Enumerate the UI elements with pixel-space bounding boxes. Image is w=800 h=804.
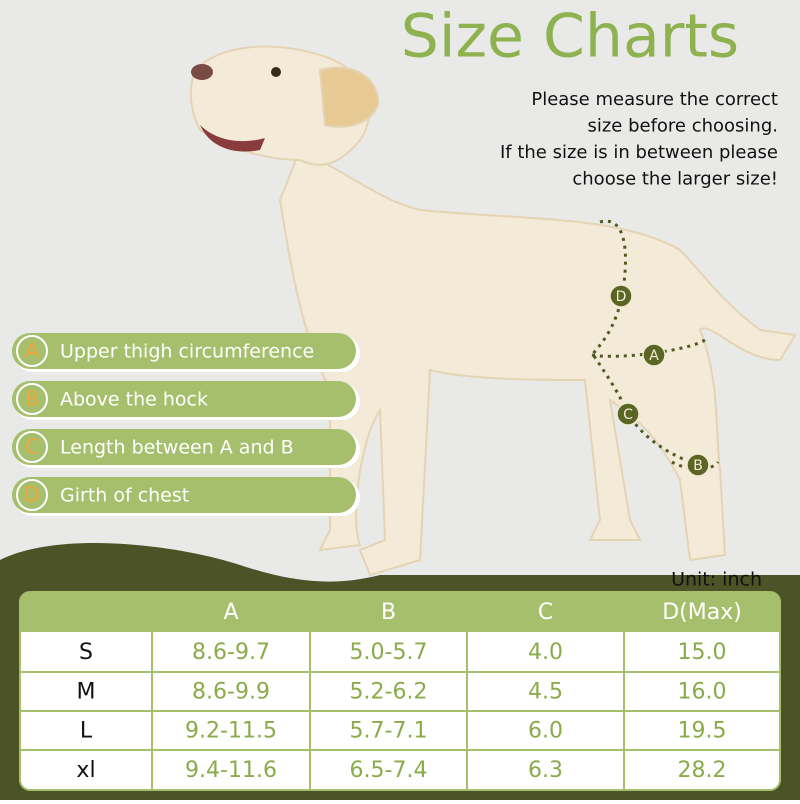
legend-pill (12, 333, 356, 369)
legend-badge (16, 383, 48, 415)
size-label: xl (76, 758, 95, 783)
table-cell: 15.0 (678, 640, 727, 665)
table-cell: 4.5 (528, 680, 563, 705)
title: Size Charts (401, 2, 739, 72)
legend-letter: A (25, 339, 39, 363)
table-cell: 19.5 (678, 719, 727, 744)
legend-letter: B (25, 387, 39, 411)
marker-circle (609, 284, 633, 308)
legend-text: Girth of chest (60, 485, 189, 507)
size-label: L (80, 719, 93, 744)
table-cell: 8.6-9.9 (192, 680, 270, 705)
marker-circle (616, 402, 640, 426)
legend-letter: D (24, 483, 39, 507)
legend-pill (12, 381, 356, 417)
table-border (19, 591, 781, 791)
table-cell: 5.2-6.2 (350, 680, 428, 705)
marker-circle (642, 343, 666, 367)
table-cell: 6.0 (528, 719, 563, 744)
marker-letter: D (616, 289, 627, 305)
legend-text: Above the hock (60, 389, 208, 411)
instruction-line: size before choosing. (587, 116, 778, 137)
instruction-line: choose the larger size! (572, 169, 778, 190)
marker-letter: C (623, 407, 633, 423)
legend-badge (16, 335, 48, 367)
instruction-line: If the size is in between please (500, 142, 778, 163)
table-header-bg (20, 592, 780, 632)
marker-letter: A (649, 348, 659, 364)
table-cell: 5.7-7.1 (350, 719, 428, 744)
legend-letter: C (25, 435, 39, 459)
table-cell: 9.2-11.5 (185, 719, 277, 744)
table-header-cell: D(Max) (662, 600, 742, 625)
table-cell: 4.0 (528, 640, 563, 665)
table-cell: 16.0 (678, 680, 727, 705)
size-label: M (77, 680, 96, 705)
instruction-line: Please measure the correct (531, 89, 778, 110)
marker-letter: B (693, 458, 703, 474)
table-header-cell: A (223, 600, 238, 625)
legend-badge (16, 479, 48, 511)
table-header-cell: B (381, 600, 396, 625)
marker-circle (686, 453, 710, 477)
dog (189, 45, 797, 577)
table-header-cell: C (538, 600, 553, 625)
table-cell: 28.2 (678, 758, 727, 783)
table-cell: 8.6-9.7 (192, 640, 270, 665)
legend-pill (12, 477, 356, 513)
table-frame (20, 592, 780, 790)
table-cell: 6.5-7.4 (350, 758, 428, 783)
table-cell: 9.4-11.6 (185, 758, 277, 783)
table-cell: 6.3 (528, 758, 563, 783)
legend-text: Length between A and B (60, 437, 294, 459)
size-label: S (79, 640, 93, 665)
legend-text: Upper thigh circumference (60, 341, 314, 363)
legend-badge (16, 431, 48, 463)
unit: Unit: inch (671, 569, 762, 591)
legend-pill (12, 429, 356, 465)
table-cell: 5.0-5.7 (350, 640, 428, 665)
